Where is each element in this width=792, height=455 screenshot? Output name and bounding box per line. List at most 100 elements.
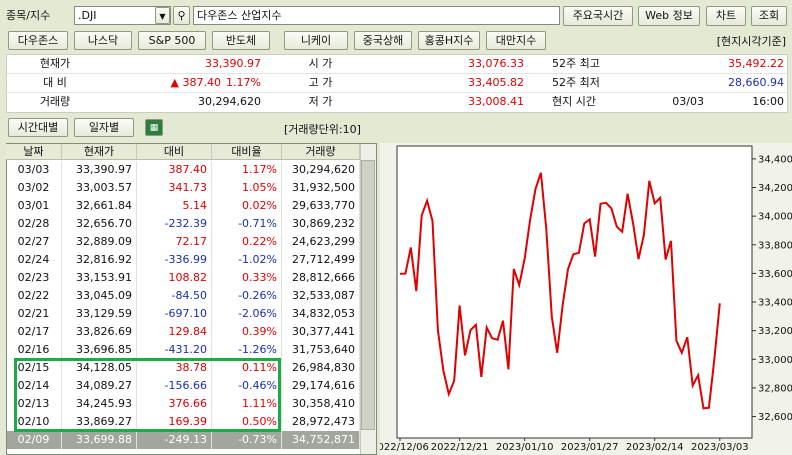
table-header: 현재가 xyxy=(62,144,137,160)
table-cell: 02/22 xyxy=(6,287,62,305)
table-cell: -0.46% xyxy=(212,377,282,395)
quote-value: 30,294,620 xyxy=(198,95,261,108)
symbol-input[interactable]: .DJI xyxy=(74,6,171,25)
index-tab[interactable]: S&P 500 xyxy=(138,31,206,50)
table-cell: 31,753,640 xyxy=(282,341,360,359)
table-cell: -431.20 xyxy=(137,341,212,359)
plot-area xyxy=(396,145,753,439)
table-cell: 32,656.70 xyxy=(62,215,137,233)
table-cell: 0.11% xyxy=(212,359,282,377)
dropdown-arrow[interactable]: ▼ xyxy=(155,7,170,24)
search-button[interactable]: ⚲ xyxy=(173,6,190,25)
table-cell: 29,174,616 xyxy=(282,377,360,395)
table-cell: 02/21 xyxy=(6,305,62,323)
table-cell: 34,752,871 xyxy=(282,431,360,449)
x-tick-label: 2022/12/06 xyxy=(380,442,429,453)
scroll-thumb[interactable] xyxy=(361,160,375,430)
index-tab[interactable]: 홍콩H지수 xyxy=(418,31,480,50)
toolbar-button[interactable]: 차트 xyxy=(706,6,746,26)
row-divider xyxy=(7,73,787,74)
index-tab[interactable]: 반도체 xyxy=(212,31,270,50)
index-tab[interactable]: 니케이 xyxy=(284,31,348,50)
toolbar-button[interactable]: 주요국시간 xyxy=(563,6,633,26)
quote-label: 저 가 xyxy=(308,95,333,108)
table-header: 거래량 xyxy=(282,144,360,160)
table-cell: 33,826.69 xyxy=(62,323,137,341)
table-cell: 34,089.27 xyxy=(62,377,137,395)
table-cell: -1.26% xyxy=(212,341,282,359)
quote-panel xyxy=(6,54,788,113)
table-cell: 1.11% xyxy=(212,395,282,413)
quote-label: 현지 시간 xyxy=(552,95,596,108)
table-cell: 31,932,500 xyxy=(282,179,360,197)
y-tick-label: 33,200 xyxy=(758,326,792,337)
index-tab[interactable]: 중국상해 xyxy=(354,31,412,50)
table-cell: 33,696.85 xyxy=(62,341,137,359)
view-tab[interactable]: 시간대별 xyxy=(8,118,68,137)
table-cell: 1.05% xyxy=(212,179,282,197)
excel-button[interactable]: ▦ xyxy=(145,119,163,136)
y-tick-label: 32,800 xyxy=(758,383,792,394)
y-tick-label: 34,200 xyxy=(758,183,792,194)
table-cell: 1.17% xyxy=(212,161,282,179)
index-tab[interactable]: 나스닥 xyxy=(74,31,132,50)
symbol-label: 종목/지수 xyxy=(6,9,51,22)
table-cell: -0.71% xyxy=(212,215,282,233)
toolbar-button[interactable]: Web 정보 xyxy=(638,6,700,26)
table-cell: -1.02% xyxy=(212,251,282,269)
quote-label: 52주 최고 xyxy=(552,57,600,70)
table-cell: 33,045.09 xyxy=(62,287,137,305)
quote-value: 33,076.33 xyxy=(468,57,524,70)
row-divider xyxy=(7,92,787,93)
table-cell: -0.26% xyxy=(212,287,282,305)
quote-label: 거래량 xyxy=(39,95,71,108)
quote-value: 33,390.97 xyxy=(205,57,261,70)
table-header: 대비율 xyxy=(212,144,282,160)
table-cell: 33,129.59 xyxy=(62,305,137,323)
symbol-name: 다우존스 산업지수 xyxy=(193,6,560,25)
table-cell: 376.66 xyxy=(137,395,212,413)
table-cell: 30,377,441 xyxy=(282,323,360,341)
table-cell: 34,245.93 xyxy=(62,395,137,413)
table-cell: 129.84 xyxy=(137,323,212,341)
x-tick-label: 2023/03/03 xyxy=(691,442,749,453)
table-cell: 02/13 xyxy=(6,395,62,413)
volume-unit: [거래량단위:10] xyxy=(284,123,361,136)
table-cell: 341.73 xyxy=(137,179,212,197)
table-cell: -249.13 xyxy=(137,431,212,449)
y-tick-label: 34,400 xyxy=(758,154,792,165)
quote-value: 35,492.22 xyxy=(728,57,784,70)
table-cell: 28,812,666 xyxy=(282,269,360,287)
y-tick-label: 34,000 xyxy=(758,212,792,223)
quote-label: 고 가 xyxy=(308,76,333,89)
table-cell: 34,128.05 xyxy=(62,359,137,377)
table-cell: 387.40 xyxy=(137,161,212,179)
table-cell: 02/27 xyxy=(6,233,62,251)
table-cell: 02/10 xyxy=(6,413,62,431)
quote-value: 03/03 xyxy=(672,95,704,108)
table-cell: 34,832,053 xyxy=(282,305,360,323)
table-cell: 32,533,087 xyxy=(282,287,360,305)
index-tab[interactable]: 다우존스 xyxy=(8,31,68,50)
highlight-box xyxy=(14,358,281,432)
table-cell: 33,869.27 xyxy=(62,413,137,431)
x-tick-label: 2023/02/14 xyxy=(626,442,684,453)
y-tick-label: 32,600 xyxy=(758,412,792,423)
table-cell: 32,661.84 xyxy=(62,197,137,215)
price-chart: 32,600 32,800 33,000 33,200 33,400 33,600 33,8… xyxy=(380,143,792,455)
table-panel xyxy=(6,143,377,455)
index-tab[interactable]: 대만지수 xyxy=(486,31,546,50)
table-cell: 30,869,232 xyxy=(282,215,360,233)
table-cell: 02/14 xyxy=(6,377,62,395)
table-cell: 108.82 xyxy=(137,269,212,287)
quote-label: 시 가 xyxy=(308,57,333,70)
toolbar-button[interactable]: 조회 xyxy=(751,6,787,26)
y-tick-label: 33,600 xyxy=(758,269,792,280)
y-tick-label: 33,800 xyxy=(758,240,792,251)
view-tab[interactable]: 일자별 xyxy=(74,118,134,137)
table-cell: -0.73% xyxy=(212,431,282,449)
table-cell: 02/09 xyxy=(6,431,62,449)
table-header: 대비 xyxy=(137,144,212,160)
time-basis: [현지시각기준] xyxy=(716,35,786,48)
